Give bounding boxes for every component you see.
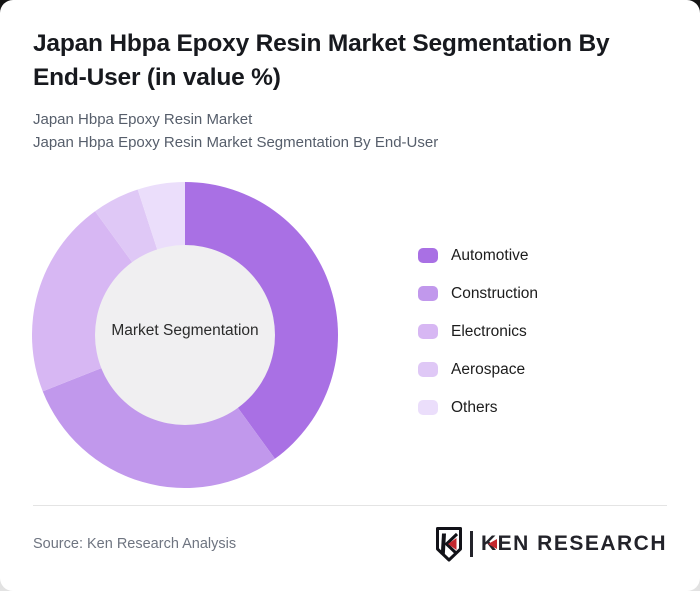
legend-label-others: Others [451, 398, 498, 416]
source-text: Source: Ken Research Analysis [33, 536, 237, 552]
legend-item-automotive[interactable]: Automotive [418, 247, 538, 264]
logo-wordmark: K EN RESEARCH [481, 532, 667, 556]
legend-label-aerospace: Aerospace [451, 360, 526, 378]
donut-chart [31, 182, 338, 489]
legend-swatch-aerospace [418, 362, 438, 377]
subtitle-block: Japan Hbpa Epoxy Resin Market Japan Hbpa… [33, 109, 653, 154]
donut-hole [95, 245, 275, 425]
legend-swatch-construction [418, 286, 438, 301]
legend-label-construction: Construction [451, 284, 539, 302]
chart-legend: Automotive Construction Electronics Aerospa… [418, 247, 538, 416]
logo-separator [469, 531, 473, 557]
legend-item-others[interactable]: Others [418, 399, 538, 416]
logo-wordmark-rest: EN RESEARCH [497, 532, 667, 555]
legend-label-electronics: Electronics [451, 322, 527, 340]
logo-k-letter: K [480, 532, 498, 555]
legend-swatch-automotive [418, 248, 438, 263]
ken-research-logo: K EN RESEARCH [434, 527, 667, 562]
logo-red-triangle-icon [487, 539, 497, 549]
subtitle-line-2: Japan Hbpa Epoxy Resin Market Segmentati… [33, 133, 439, 151]
donut-center-label: Market Segmentation [111, 322, 259, 339]
donut-chart-svg [31, 182, 338, 489]
legend-item-electronics[interactable]: Electronics [418, 323, 538, 340]
legend-item-aerospace[interactable]: Aerospace [418, 361, 538, 378]
ken-research-shield-icon [435, 527, 462, 562]
footer-divider [33, 505, 667, 506]
legend-swatch-others [418, 400, 438, 415]
page-title: Japan Hbpa Epoxy Resin Market Segmentati… [33, 30, 610, 91]
legend-swatch-electronics [418, 324, 438, 339]
legend-item-construction[interactable]: Construction [418, 285, 538, 302]
subtitle-line-1: Japan Hbpa Epoxy Resin Market [33, 111, 253, 128]
legend-label-automotive: Automotive [451, 246, 529, 264]
